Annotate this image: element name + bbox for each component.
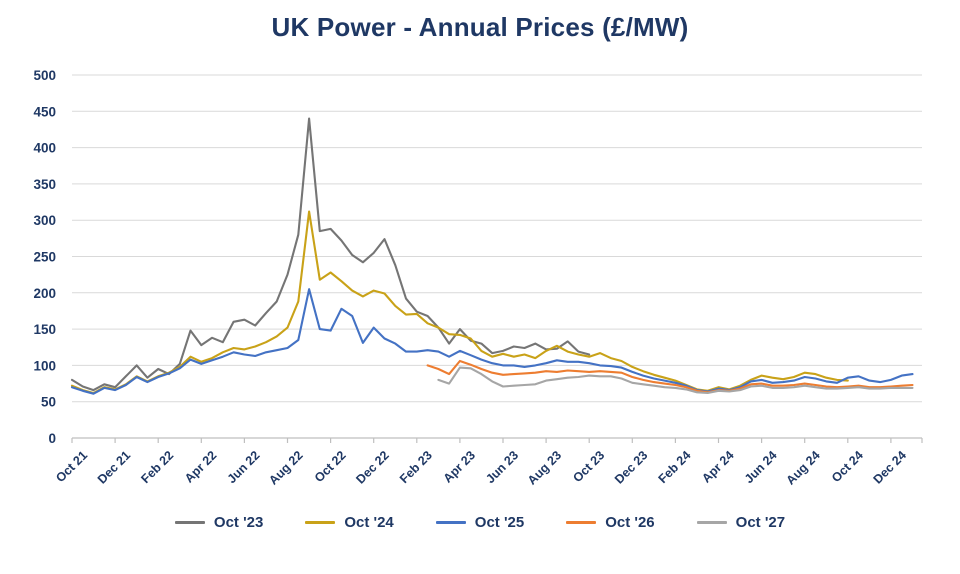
- y-axis-label-400: 400: [33, 141, 56, 156]
- x-axis-label-jun-23: Jun 23: [483, 448, 521, 486]
- legend-label-oct-25: Oct '25: [474, 514, 525, 531]
- x-axis-label-oct-21: Oct 21: [53, 448, 90, 485]
- chart-title: UK Power - Annual Prices (£/MW): [271, 12, 689, 42]
- legend-item-oct-27: Oct '27: [696, 514, 786, 531]
- y-axis-label-0: 0: [48, 431, 56, 446]
- x-axis-label-jun-22: Jun 22: [225, 448, 263, 486]
- x-axis-label-jun-24: Jun 24: [742, 448, 780, 486]
- legend-swatch-oct-23: [174, 521, 205, 524]
- x-axis-label-dec-21: Dec 21: [95, 448, 133, 486]
- legend-label-oct-26: Oct '26: [605, 514, 655, 531]
- legend-swatch-oct-24: [305, 521, 336, 524]
- x-axis-label-feb-23: Feb 23: [397, 448, 435, 486]
- y-axis-label-100: 100: [33, 358, 56, 373]
- x-axis-label-dec-24: Dec 24: [871, 448, 909, 486]
- x-axis-label-dec-23: Dec 23: [612, 448, 650, 486]
- x-axis-label-oct-23: Oct 23: [570, 448, 607, 485]
- y-axis-label-250: 250: [33, 250, 56, 265]
- y-axis-label-150: 150: [33, 322, 56, 337]
- x-axis-label-oct-22: Oct 22: [312, 448, 349, 485]
- legend-label-oct-23: Oct '23: [213, 514, 264, 531]
- y-axis-label-450: 450: [33, 104, 56, 119]
- legend-item-oct-25: Oct '25: [435, 514, 525, 531]
- chart-legend: Oct '23 Oct '24 Oct '25 Oct '26 Oct '27: [0, 514, 960, 531]
- series-line-oct-23: [70, 117, 591, 392]
- x-axis-label-oct-24: Oct 24: [829, 448, 866, 485]
- legend-label-oct-24: Oct '24: [344, 514, 394, 531]
- x-axis-label-aug-22: Aug 22: [266, 448, 305, 487]
- series-line-oct-26: [426, 359, 914, 394]
- series-line-oct-27: [437, 366, 914, 395]
- x-axis-label-dec-22: Dec 22: [353, 448, 391, 486]
- legend-swatch-oct-25: [435, 521, 466, 524]
- x-axis-label-aug-23: Aug 23: [525, 448, 564, 487]
- x-axis-label-apr-23: Apr 23: [441, 448, 478, 485]
- y-axis-label-50: 50: [41, 395, 56, 410]
- x-axis-label-apr-22: Apr 22: [182, 448, 219, 485]
- x-axis-label-apr-24: Apr 24: [699, 448, 736, 485]
- x-axis-label-feb-22: Feb 22: [138, 448, 176, 486]
- legend-swatch-oct-27: [696, 521, 727, 524]
- series-line-oct-25: [70, 288, 914, 395]
- legend-swatch-oct-26: [566, 521, 597, 524]
- series-line-oct-24: [70, 210, 849, 395]
- x-axis-label-feb-24: Feb 24: [656, 448, 694, 486]
- y-axis-label-350: 350: [33, 177, 56, 192]
- legend-label-oct-27: Oct '27: [735, 514, 786, 531]
- legend-item-oct-26: Oct '26: [566, 514, 655, 531]
- y-axis-label-200: 200: [33, 286, 56, 301]
- y-axis-label-300: 300: [33, 213, 56, 228]
- legend-item-oct-24: Oct '24: [305, 514, 394, 531]
- x-axis-label-aug-24: Aug 24: [783, 448, 822, 487]
- legend-item-oct-23: Oct '23: [174, 514, 264, 531]
- y-axis-label-500: 500: [33, 68, 56, 83]
